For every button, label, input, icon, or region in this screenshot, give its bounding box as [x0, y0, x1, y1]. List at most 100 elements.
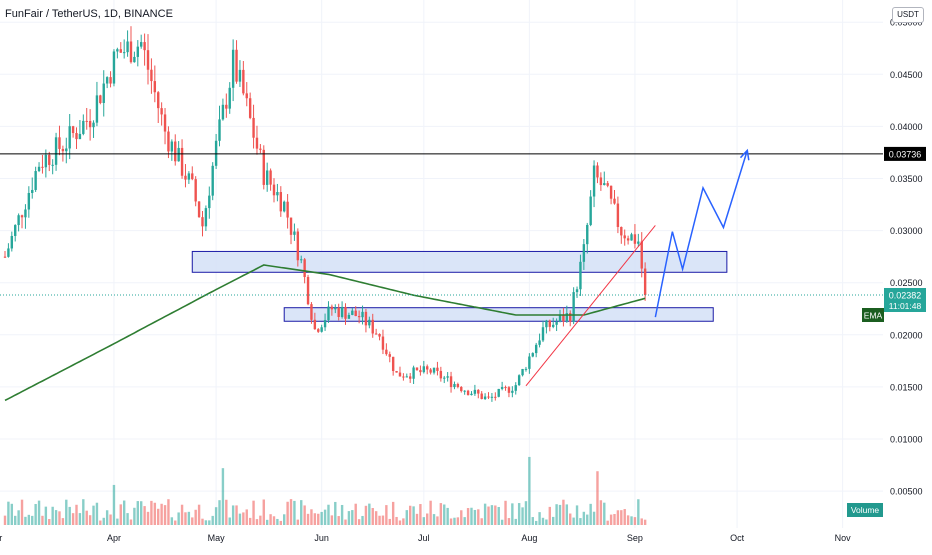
candle — [589, 196, 592, 225]
candle — [242, 69, 245, 94]
candle — [381, 336, 385, 350]
candle — [187, 173, 191, 180]
candle — [545, 320, 548, 328]
candle — [201, 217, 204, 227]
price-tick-label: 0.02000 — [890, 330, 923, 340]
candle — [569, 313, 572, 322]
volume-bar — [7, 501, 10, 525]
volume-bar — [140, 501, 143, 525]
zones[interactable] — [191, 250, 728, 322]
volume-bar — [586, 514, 589, 525]
candle — [92, 122, 95, 128]
volume-bar — [582, 511, 586, 525]
volume-bar — [565, 504, 569, 525]
volume-bar — [10, 503, 14, 525]
volume-bar — [167, 499, 170, 525]
time-tick-label: Sep — [627, 533, 643, 543]
volume-bar — [225, 499, 228, 525]
candle — [214, 140, 218, 166]
volume-bar — [95, 502, 99, 525]
candle — [426, 366, 429, 370]
candle — [344, 306, 347, 319]
volume-bar — [262, 499, 265, 525]
volume-bar — [511, 503, 514, 525]
volume-bar — [17, 510, 20, 525]
time-tick-label: Aug — [521, 533, 537, 543]
volume-bar — [357, 519, 361, 525]
candle — [582, 244, 586, 262]
price-tick-label: 0.04000 — [890, 122, 923, 132]
candle — [487, 396, 490, 398]
candle — [300, 259, 303, 261]
candle — [14, 225, 17, 236]
candle — [269, 170, 272, 185]
volume-bar — [344, 519, 347, 525]
volume-bar — [378, 515, 381, 525]
candle — [460, 386, 463, 392]
candle — [334, 307, 337, 310]
volume-bar — [562, 499, 565, 525]
candle — [340, 306, 344, 317]
candles — [3, 26, 647, 402]
volume-bar — [385, 505, 388, 525]
volume-bar — [228, 517, 231, 525]
candle — [432, 367, 436, 373]
zone-box-1 — [191, 250, 728, 273]
ema-badge-label: EMA — [864, 311, 883, 321]
currency-badge[interactable]: USDT — [892, 7, 924, 23]
volume-bar — [306, 513, 310, 525]
candle — [633, 234, 637, 244]
candle — [265, 170, 269, 185]
candle — [323, 320, 327, 328]
volume-bar — [415, 513, 419, 525]
time-tick-label: Nov — [835, 533, 852, 543]
trendline — [525, 225, 656, 387]
volume-bar — [436, 516, 439, 525]
volume-bar — [68, 506, 71, 525]
candle — [82, 120, 85, 134]
volume-bar — [197, 504, 201, 525]
candle — [44, 154, 48, 168]
volume-bar — [221, 468, 225, 525]
volume-bar — [364, 505, 368, 525]
volume-bar — [630, 516, 633, 525]
volume-bar — [592, 511, 596, 525]
candle — [429, 369, 432, 373]
candle — [174, 141, 177, 162]
candle — [99, 95, 102, 103]
volume-bar — [443, 504, 446, 525]
volume-bar — [143, 506, 146, 525]
volume-bar — [293, 500, 296, 525]
volume-bar — [589, 503, 592, 525]
volume-bar — [191, 517, 194, 525]
candle — [180, 147, 184, 176]
candle — [296, 231, 300, 261]
volume-bar — [572, 517, 575, 525]
candle — [153, 81, 157, 93]
volume-bar — [626, 515, 630, 525]
volume-bar — [439, 503, 443, 525]
volume-bar — [259, 515, 262, 525]
volume-bar — [531, 517, 534, 525]
volume-bar — [490, 505, 494, 525]
volume-bar — [637, 499, 640, 525]
candle — [555, 321, 558, 325]
ema-badge — [862, 308, 884, 322]
volume-bar — [633, 517, 637, 525]
volume-bar — [265, 519, 269, 525]
candle — [579, 261, 582, 290]
candle — [293, 231, 296, 235]
volume-badge — [847, 503, 883, 517]
candle — [65, 148, 68, 152]
candle — [443, 377, 446, 379]
candle — [143, 42, 146, 51]
candle — [157, 92, 160, 109]
time-tick-label: May — [208, 533, 226, 543]
volume-bar — [497, 506, 500, 525]
candle — [27, 192, 31, 210]
volume-bar — [334, 501, 337, 525]
candle — [395, 371, 398, 373]
drawings[interactable] — [0, 148, 883, 387]
